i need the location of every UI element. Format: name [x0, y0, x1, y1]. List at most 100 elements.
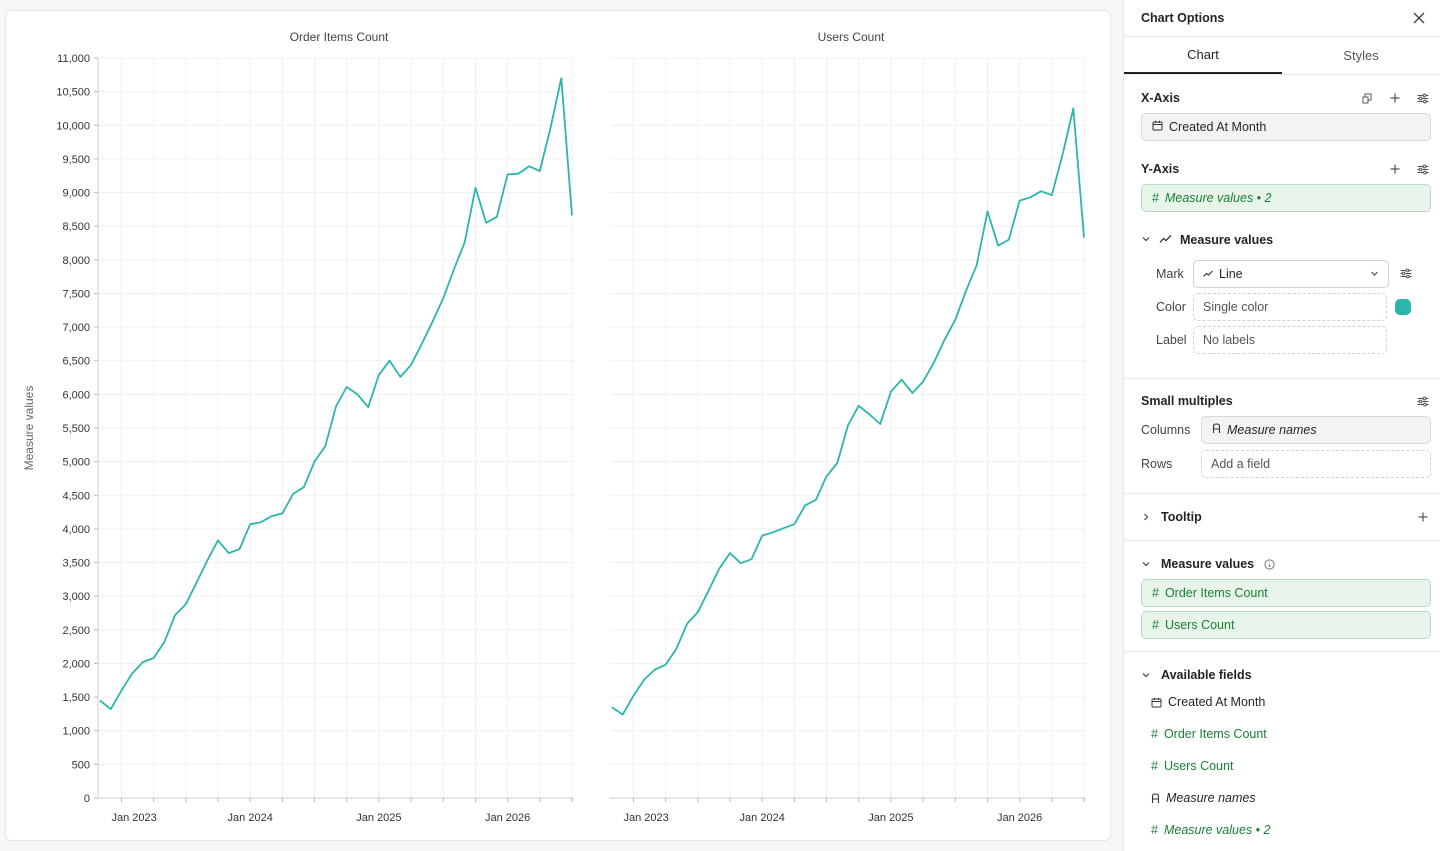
panel-chart-title: Users Count: [818, 30, 885, 44]
field-measure-values[interactable]: # Measure values • 2: [1141, 814, 1431, 846]
mark-label: Mark: [1156, 266, 1184, 281]
rows-row: Rows Add a field: [1141, 447, 1431, 481]
rows-add-field[interactable]: Add a field: [1201, 450, 1431, 478]
y-tick-label: 2,000: [62, 658, 90, 670]
chevron-right-icon[interactable]: [1141, 512, 1151, 522]
measure-values-group-title: Measure values: [1180, 233, 1274, 247]
x-tick-label: Jan 2025: [356, 812, 401, 824]
panel-title: Chart Options: [1141, 11, 1225, 25]
y-tick-label: 7,000: [62, 322, 90, 334]
columns-field-pill[interactable]: Measure names: [1201, 416, 1431, 444]
line-mark-icon: [1203, 270, 1213, 277]
y-tick-label: 6,000: [62, 389, 90, 401]
field-created-at-month[interactable]: Created At Month: [1141, 686, 1431, 718]
close-icon[interactable]: [1410, 9, 1428, 27]
x-tick-label: Jan 2023: [623, 812, 668, 824]
chevron-down-icon[interactable]: [1141, 670, 1151, 680]
chart-options-panel: Chart Options Chart Styles X-Axis: [1123, 0, 1440, 851]
small-multiples-section: Small multiples Columns Measure names Ro…: [1124, 379, 1440, 494]
settings-sliders-icon[interactable]: [1398, 266, 1414, 282]
plus-icon[interactable]: [1387, 90, 1403, 106]
measure-hash-icon: #: [1151, 727, 1158, 741]
measure-values-section: Measure values # Order Items Count # Use…: [1124, 541, 1440, 652]
label-value: No labels: [1203, 332, 1256, 347]
axes-section: X-Axis Created At Month: [1124, 75, 1440, 379]
y-tick-label: 5,500: [62, 423, 90, 435]
small-multiples-header: Small multiples: [1141, 389, 1431, 413]
available-fields-header[interactable]: Available fields: [1141, 664, 1431, 686]
field-label: Measure names: [1166, 791, 1256, 805]
color-row: Color Single color: [1141, 290, 1431, 323]
panel-chart-title: Order Items Count: [290, 30, 389, 44]
mark-select[interactable]: Line: [1193, 259, 1389, 288]
y-tick-label: 6,500: [62, 356, 90, 368]
y-tick-label: 0: [84, 793, 90, 805]
series-line: [99, 77, 573, 711]
settings-sliders-icon[interactable]: [1415, 161, 1431, 177]
available-fields-section: Available fields Created At Month # Orde…: [1124, 652, 1440, 846]
measure-hash-icon: #: [1151, 759, 1158, 773]
y-axis-title: Y-Axis: [1141, 162, 1180, 176]
field-label: Users Count: [1163, 759, 1234, 773]
mark-row: Mark Line: [1141, 257, 1431, 290]
tooltip-header[interactable]: Tooltip: [1141, 505, 1431, 529]
field-label: Created At Month: [1168, 695, 1266, 709]
settings-sliders-icon[interactable]: [1415, 393, 1431, 409]
x-tick-label: Jan 2025: [868, 812, 913, 824]
measure-item-label: Users Count: [1164, 618, 1235, 632]
y-tick-label: 10,000: [56, 120, 90, 132]
measure-item-users-count[interactable]: # Users Count: [1141, 611, 1431, 639]
measure-values-title: Measure values: [1161, 557, 1255, 571]
measure-hash-icon: #: [1152, 191, 1159, 205]
info-icon[interactable]: [1264, 558, 1275, 570]
dimension-icon: [1151, 792, 1160, 803]
measure-values-group-header[interactable]: Measure values: [1141, 226, 1431, 254]
field-users-count[interactable]: # Users Count: [1141, 750, 1431, 782]
x-tick-label: Jan 2023: [111, 812, 156, 824]
settings-sliders-icon[interactable]: [1415, 90, 1431, 106]
measure-item-order-items-count[interactable]: # Order Items Count: [1141, 579, 1431, 607]
measure-hash-icon: #: [1151, 823, 1158, 837]
field-order-items-count[interactable]: # Order Items Count: [1141, 718, 1431, 750]
y-tick-label: 3,500: [62, 558, 90, 570]
copy-icon[interactable]: [1359, 90, 1375, 106]
y-tick-label: 8,000: [62, 255, 90, 267]
x-tick-label: Jan 2026: [997, 812, 1042, 824]
y-tick-label: 7,500: [62, 288, 90, 300]
color-select[interactable]: Single color: [1193, 292, 1387, 321]
y-tick-label: 10,500: [56, 87, 90, 99]
columns-value: Measure names: [1227, 423, 1317, 437]
color-label: Color: [1156, 299, 1186, 314]
tab-styles[interactable]: Styles: [1343, 48, 1379, 63]
y-axis-field-pill[interactable]: # Measure values • 2: [1141, 184, 1431, 212]
y-tick-label: 1,500: [62, 692, 90, 704]
y-tick-label: 4,500: [62, 490, 90, 502]
tooltip-section: Tooltip: [1124, 494, 1440, 541]
x-tick-label: Jan 2026: [485, 812, 530, 824]
rows-label: Rows: [1141, 457, 1173, 471]
tab-chart[interactable]: Chart: [1124, 37, 1282, 74]
chevron-down-icon: [1371, 271, 1378, 276]
chevron-down-icon[interactable]: [1141, 231, 1151, 249]
plus-icon[interactable]: [1415, 509, 1431, 525]
label-select[interactable]: No labels: [1193, 325, 1387, 354]
measure-values-header[interactable]: Measure values: [1141, 552, 1431, 576]
label-row: Label No labels: [1141, 323, 1431, 356]
dimension-icon: [1212, 423, 1221, 437]
color-swatch[interactable]: [1395, 298, 1411, 315]
field-label: Measure values • 2: [1163, 823, 1271, 837]
y-tick-label: 5,000: [62, 457, 90, 469]
plus-icon[interactable]: [1387, 161, 1403, 177]
measure-hash-icon: #: [1152, 586, 1159, 600]
columns-row: Columns Measure names: [1141, 413, 1431, 447]
x-axis-field-pill[interactable]: Created At Month: [1141, 113, 1431, 141]
small-multiples-chart: Measure values 0 500 1,000 1,500 2,000 2,500 3,…: [22, 30, 1086, 824]
y-tick-label: 4,000: [62, 524, 90, 536]
color-value: Single color: [1203, 299, 1269, 314]
field-measure-names[interactable]: Measure names: [1141, 782, 1431, 814]
measure-item-label: Order Items Count: [1164, 586, 1268, 600]
y-axis-label: Measure values: [22, 386, 36, 471]
x-tick-label: Jan 2024: [228, 812, 273, 824]
chevron-down-icon[interactable]: [1141, 559, 1151, 569]
x-axis-title: X-Axis: [1141, 91, 1180, 105]
